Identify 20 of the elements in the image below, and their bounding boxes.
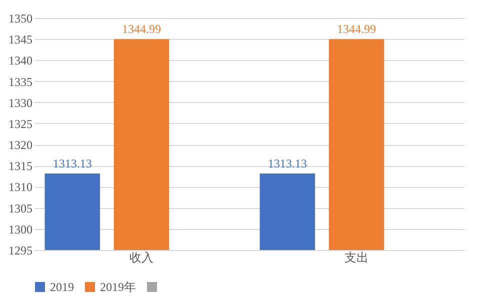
- y-tick-label: 1315: [8, 159, 32, 174]
- y-tick-label: 1310: [8, 180, 32, 194]
- y-tick-label: 1335: [8, 74, 32, 89]
- y-tick-label: 1305: [8, 201, 32, 216]
- y-tick-label: 1350: [8, 12, 32, 26]
- y-tick-label: 1340: [8, 54, 32, 68]
- data-label: 1344.99: [337, 22, 376, 36]
- x-tick-label: 收入: [130, 250, 154, 264]
- x-tick-label: 支出: [344, 250, 368, 264]
- data-label: 1313.13: [52, 156, 92, 171]
- legend-label: 2019: [50, 280, 74, 294]
- y-tick-label: 1330: [8, 96, 32, 110]
- y-tick-label: 1345: [8, 32, 32, 47]
- y-tick-label: 1295: [8, 244, 32, 258]
- y-tick-label: 1300: [8, 222, 32, 236]
- data-label: 1313.13: [268, 156, 307, 171]
- legend-label: 2019年: [100, 280, 136, 294]
- data-label: 1344.99: [122, 22, 161, 36]
- y-tick-label: 1325: [8, 116, 32, 131]
- y-tick-label: 1320: [8, 138, 32, 152]
